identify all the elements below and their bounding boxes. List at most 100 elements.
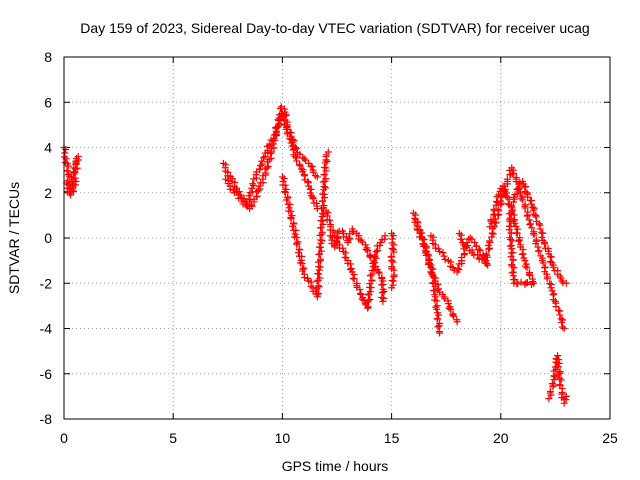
data-point bbox=[454, 264, 462, 272]
data-point bbox=[321, 184, 329, 192]
data-point bbox=[278, 173, 286, 181]
x-tick-label: 25 bbox=[602, 430, 618, 446]
data-point bbox=[433, 305, 441, 313]
data-point bbox=[317, 217, 325, 225]
data-point bbox=[491, 215, 499, 223]
data-point bbox=[507, 202, 515, 210]
data-point bbox=[72, 165, 80, 173]
data-point bbox=[515, 237, 523, 245]
y-tick-label: 8 bbox=[44, 49, 52, 65]
data-point bbox=[226, 185, 234, 193]
data-point bbox=[513, 229, 521, 237]
data-point bbox=[528, 224, 536, 232]
data-point bbox=[549, 263, 557, 271]
data-point bbox=[316, 255, 324, 263]
data-point bbox=[388, 257, 396, 265]
data-point bbox=[320, 202, 328, 210]
data-point bbox=[286, 200, 294, 208]
data-point bbox=[541, 240, 549, 248]
y-tick-label: -2 bbox=[40, 275, 53, 291]
data-point bbox=[279, 112, 287, 120]
data-point bbox=[318, 228, 326, 236]
data-point bbox=[288, 222, 296, 230]
data-point bbox=[350, 275, 358, 283]
y-axis-label: SDTVAR / TECUs bbox=[6, 182, 22, 294]
data-point bbox=[440, 252, 448, 260]
data-point bbox=[434, 323, 442, 331]
data-point bbox=[243, 200, 251, 208]
data-point bbox=[380, 294, 388, 302]
data-point bbox=[321, 159, 329, 167]
data-point bbox=[441, 255, 449, 263]
data-point bbox=[299, 267, 307, 275]
data-point bbox=[490, 205, 498, 213]
data-point bbox=[292, 153, 300, 161]
data-points bbox=[60, 103, 570, 407]
y-tick-label: -8 bbox=[40, 411, 53, 427]
data-point bbox=[319, 190, 327, 198]
data-point bbox=[429, 272, 437, 280]
data-point bbox=[508, 261, 516, 269]
data-point bbox=[547, 253, 555, 261]
data-point bbox=[67, 191, 75, 199]
data-point bbox=[264, 162, 272, 170]
data-point bbox=[313, 173, 321, 181]
data-point bbox=[250, 181, 258, 189]
data-point bbox=[259, 154, 267, 162]
data-point bbox=[281, 188, 289, 196]
data-point bbox=[366, 295, 374, 303]
data-point bbox=[521, 262, 529, 270]
data-point bbox=[71, 174, 79, 182]
data-point bbox=[300, 155, 308, 163]
data-point bbox=[535, 220, 543, 228]
data-point bbox=[358, 295, 366, 303]
data-point bbox=[339, 244, 347, 252]
data-point bbox=[506, 216, 514, 224]
data-point bbox=[445, 304, 453, 312]
data-point bbox=[455, 229, 463, 237]
data-point bbox=[558, 323, 566, 331]
data-point bbox=[475, 254, 483, 262]
y-tick-label: 2 bbox=[44, 185, 52, 201]
data-point bbox=[365, 291, 373, 299]
data-point bbox=[63, 167, 71, 175]
data-point bbox=[296, 162, 304, 170]
data-point bbox=[364, 303, 372, 311]
data-point bbox=[554, 352, 562, 360]
data-point bbox=[422, 242, 430, 250]
data-point bbox=[523, 264, 531, 272]
data-point bbox=[562, 392, 570, 400]
data-point bbox=[447, 305, 455, 313]
data-point bbox=[356, 289, 364, 297]
data-point bbox=[345, 234, 353, 242]
data-point bbox=[426, 260, 434, 268]
data-point bbox=[503, 175, 511, 183]
data-point bbox=[546, 258, 554, 266]
data-point bbox=[562, 279, 570, 287]
data-point bbox=[255, 182, 263, 190]
data-point bbox=[315, 266, 323, 274]
data-point bbox=[554, 371, 562, 379]
data-point bbox=[555, 359, 563, 367]
data-point bbox=[546, 280, 554, 288]
data-point bbox=[324, 209, 332, 217]
data-point bbox=[506, 214, 514, 222]
data-point bbox=[519, 196, 527, 204]
data-point bbox=[388, 245, 396, 253]
data-point bbox=[548, 380, 556, 388]
data-point bbox=[309, 195, 317, 203]
data-point bbox=[249, 180, 257, 188]
data-point bbox=[324, 148, 332, 156]
data-point bbox=[374, 268, 382, 276]
data-point bbox=[527, 200, 535, 208]
data-point bbox=[507, 222, 515, 230]
data-point bbox=[552, 303, 560, 311]
data-point bbox=[484, 242, 492, 250]
data-point bbox=[475, 245, 483, 253]
data-point bbox=[280, 174, 288, 182]
data-point bbox=[516, 189, 524, 197]
data-point bbox=[517, 194, 525, 202]
data-point bbox=[72, 159, 80, 167]
data-point bbox=[375, 269, 383, 277]
